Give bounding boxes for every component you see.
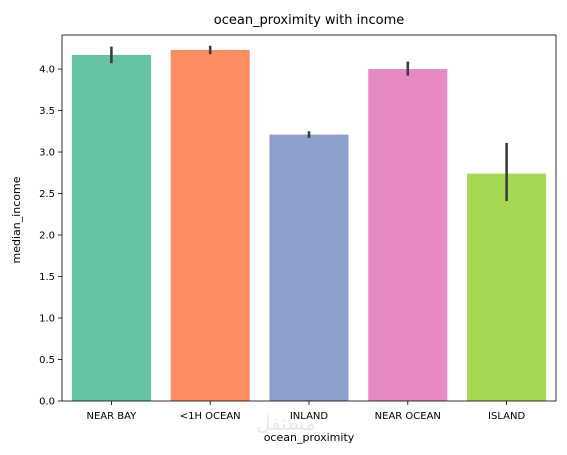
- bar-0: [71, 54, 151, 401]
- chart-title: ocean_proximity with income: [214, 13, 405, 28]
- y-tick-label-1: 0.5: [39, 355, 55, 366]
- x-tick-label-2: INLAND: [290, 411, 329, 422]
- x-tick-label-4: ISLAND: [488, 411, 525, 422]
- y-tick-label-2: 1.0: [39, 314, 55, 325]
- bar-1: [170, 49, 250, 401]
- y-axis-label: median_income: [10, 176, 23, 263]
- x-tick-label-0: NEAR BAY: [86, 411, 137, 422]
- plot-area: NEAR BAY <1H OCEAN INLAND NEAR OCEAN ISLAND 0…: [39, 34, 557, 422]
- x-tick-label-3: NEAR OCEAN: [375, 411, 441, 422]
- x-axis-label: ocean_proximity: [264, 431, 355, 444]
- y-tick-label-8: 4.0: [39, 65, 55, 76]
- bar-2: [269, 134, 349, 401]
- bar-3: [368, 69, 448, 401]
- y-tick-label-6: 3.0: [39, 148, 55, 159]
- watermark-logo: مستقل: [256, 411, 316, 435]
- y-tick-label-3: 1.5: [39, 272, 55, 283]
- bar-4: [467, 173, 547, 401]
- y-tick-label-0: 0.0: [39, 397, 55, 408]
- y-tick-label-5: 2.5: [39, 189, 55, 200]
- x-tick-label-1: <1H OCEAN: [180, 411, 241, 422]
- plot-frame: [61, 34, 557, 402]
- y-tick-label-7: 3.5: [39, 106, 55, 117]
- y-tick-label-4: 2.0: [39, 231, 55, 242]
